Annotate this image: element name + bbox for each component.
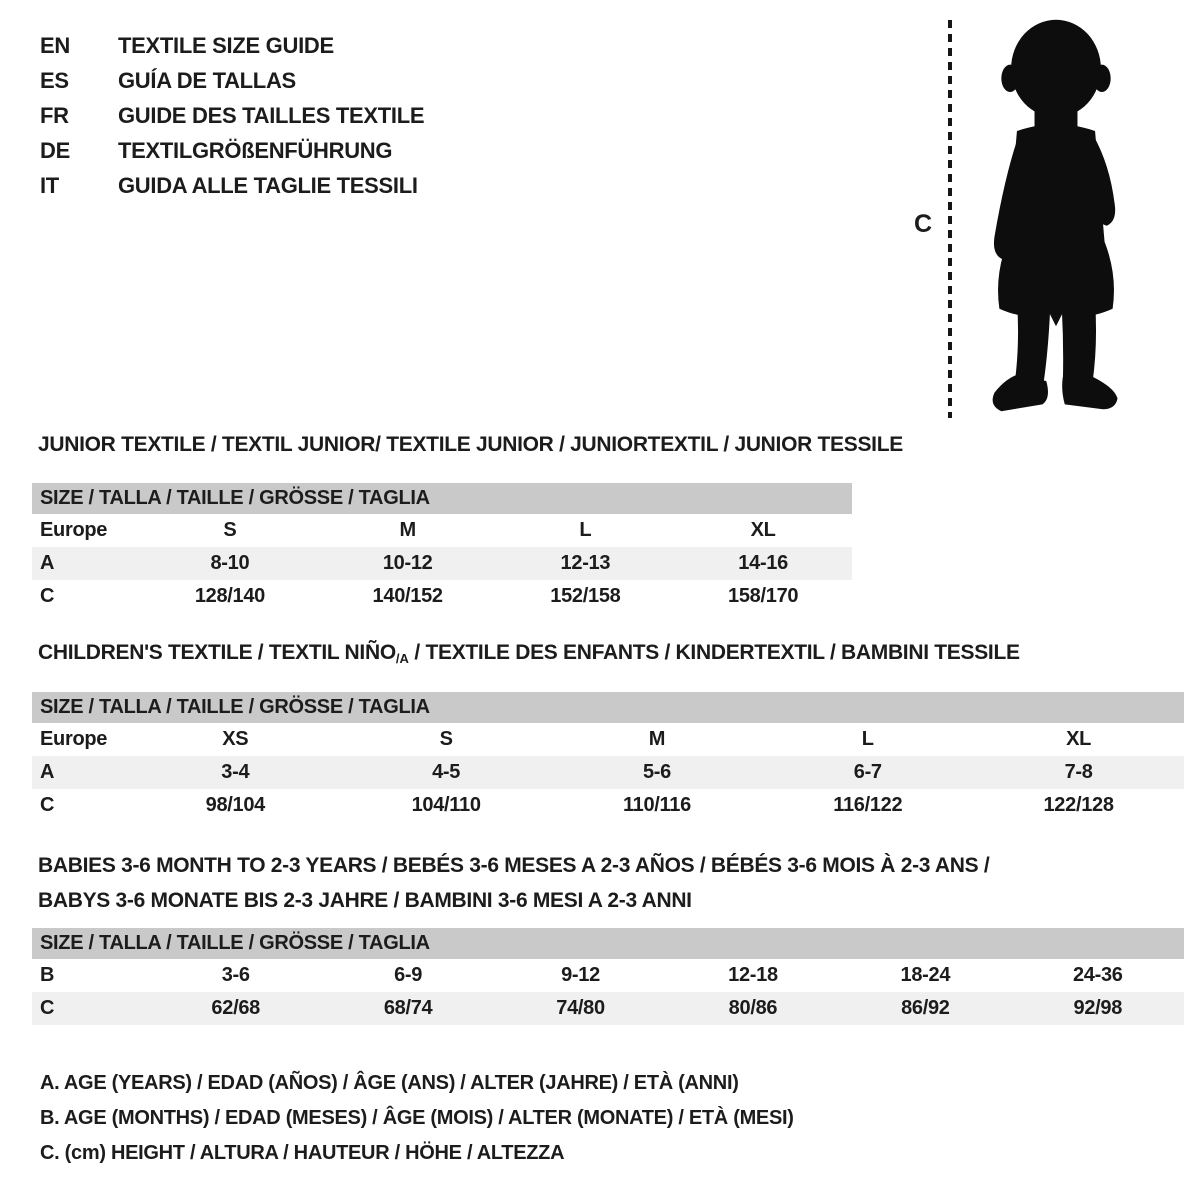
height-cell: 62/68 [211,997,260,1019]
months-cell: 9-12 [561,964,600,986]
row-label: A [40,761,55,783]
page-title-fr: GUIDE DES TAILLES TEXTILE [118,103,425,128]
section-title-babies-line2: BABYS 3-6 MONATE BIS 2-3 JAHRE / BAMBINI… [38,889,692,912]
height-dashed-line [948,20,952,418]
table-row-height: C 62/68 68/74 74/80 80/86 86/92 92/98 [32,992,1184,1025]
size-cell: L [579,519,592,541]
section-title-babies-line1: BABIES 3-6 MONTH TO 2-3 YEARS / BEBÉS 3-… [38,854,990,877]
age-cell: 14-16 [738,552,788,574]
size-cell: XL [750,519,776,541]
row-label: C [40,997,55,1019]
section-title-children: CHILDREN'S TEXTILE / TEXTIL NIÑO/A / TEX… [38,641,1184,666]
lang-code: IT [40,173,59,198]
lang-code: EN [40,33,70,58]
table-row-height: C 98/104 104/110 110/116 116/122 122/128 [32,789,1184,822]
height-measure-label: C [914,210,932,238]
height-cell: 104/110 [411,794,481,816]
months-cell: 12-18 [728,964,778,986]
table-row-height: C 128/140 140/152 152/158 158/170 [32,580,852,613]
height-cell: 74/80 [556,997,605,1019]
lang-code: ES [40,68,69,93]
size-cell: L [861,728,874,750]
legend-line-b: B. AGE (MONTHS) / EDAD (MESES) / ÂGE (MO… [40,1107,794,1129]
legend-line-c: C. (cm) HEIGHT / ALTURA / HAUTEUR / HÖHE… [40,1142,565,1164]
section-babies-textile: BABIES 3-6 MONTH TO 2-3 YEARS / BEBÉS 3-… [32,848,1184,1078]
size-cell: S [223,519,237,541]
page-title-it: GUIDA ALLE TAGLIE TESSILI [118,173,418,198]
junior-size-table: SIZE / TALLA / TAILLE / GRÖSSE / TAGLIA … [32,483,852,613]
children-size-table: SIZE / TALLA / TAILLE / GRÖSSE / TAGLIA … [32,692,1184,822]
lang-code: DE [40,138,70,163]
row-label: A [40,552,55,574]
age-cell: 3-4 [221,761,250,783]
height-cell: 80/86 [728,997,778,1019]
months-cell: 3-6 [221,964,250,986]
age-cell: 12-13 [560,552,611,574]
age-cell: 5-6 [642,761,671,783]
measurement-legend: A. AGE (YEARS) / EDAD (AÑOS) / ÂGE (ANS)… [40,1066,794,1171]
legend-line-a: A. AGE (YEARS) / EDAD (AÑOS) / ÂGE (ANS)… [40,1072,739,1094]
height-cell: 158/170 [728,585,799,607]
title-subscript: /A [395,651,409,666]
title-part: CHILDREN'S TEXTILE / TEXTIL NIÑO [38,641,396,664]
section-children-textile: CHILDREN'S TEXTILE / TEXTIL NIÑO/A / TEX… [32,641,1184,871]
page-title-es: GUÍA DE TALLAS [118,68,296,93]
row-label: Europe [40,519,108,541]
age-cell: 10-12 [382,552,433,574]
lang-row-de: DE TEXTILGRÖßENFÜHRUNG [40,133,424,168]
age-cell: 8-10 [210,552,250,574]
size-cell: XS [222,728,249,750]
table-row-europe: Europe XS S M L XL [32,723,1184,756]
size-cell: M [399,519,416,541]
section-title-junior: JUNIOR TEXTILE / TEXTIL JUNIOR/ TEXTILE … [38,433,903,456]
months-cell: 6-9 [394,964,423,986]
height-cell: 68/74 [383,997,433,1019]
age-cell: 6-7 [853,761,882,783]
height-cell: 116/122 [833,794,903,816]
age-cell: 7-8 [1064,761,1093,783]
size-header-bar: SIZE / TALLA / TAILLE / GRÖSSE / TAGLIA [32,483,852,514]
lang-row-es: ES GUÍA DE TALLAS [40,63,424,98]
row-label: Europe [40,728,108,750]
lang-row-en: EN TEXTILE SIZE GUIDE [40,28,424,63]
lang-row-it: IT GUIDA ALLE TAGLIE TESSILI [40,168,424,203]
language-title-block: EN TEXTILE SIZE GUIDE ES GUÍA DE TALLAS … [40,28,425,203]
height-cell: 128/140 [194,585,266,607]
table-row-months: B 3-6 6-9 9-12 12-18 18-24 24-36 [32,959,1184,992]
lang-row-fr: FR GUIDE DES TAILLES TEXTILE [40,98,425,133]
height-cell: 152/158 [550,585,621,607]
size-cell: S [439,728,453,750]
page-title-de: TEXTILGRÖßENFÜHRUNG [118,138,393,163]
section-junior-textile: JUNIOR TEXTILE / TEXTIL JUNIOR/ TEXTILE … [32,433,903,663]
page-title: TEXTILE SIZE GUIDE [118,33,334,58]
size-cell: XL [1066,728,1092,750]
size-header-bar: SIZE / TALLA / TAILLE / GRÖSSE / TAGLIA [32,692,1184,723]
row-label: C [40,585,55,607]
table-row-europe: Europe S M L XL [32,514,852,547]
measurement-figure: C [890,0,1180,430]
row-label: B [40,964,55,986]
row-label: C [40,794,55,816]
table-row-age: A 3-4 4-5 5-6 6-7 7-8 [32,756,1184,789]
size-cell: M [648,728,666,750]
table-row-age: A 8-10 10-12 12-13 14-16 [32,547,852,580]
size-header-bar: SIZE / TALLA / TAILLE / GRÖSSE / TAGLIA [32,928,1184,959]
height-cell: 110/116 [622,794,691,816]
months-cell: 24-36 [1072,964,1123,986]
lang-code: FR [40,103,69,128]
height-cell: 140/152 [372,585,444,607]
age-cell: 4-5 [432,761,461,783]
months-cell: 18-24 [900,964,951,986]
toddler-silhouette-icon [992,19,1118,412]
height-cell: 92/98 [1073,997,1123,1019]
height-cell: 86/92 [901,997,950,1019]
title-part: / TEXTILE DES ENFANTS / KINDERTEXTIL / B… [408,641,1020,664]
height-cell: 98/104 [205,794,266,816]
height-cell: 122/128 [1043,794,1114,816]
babies-size-table: SIZE / TALLA / TAILLE / GRÖSSE / TAGLIA … [32,928,1184,1025]
